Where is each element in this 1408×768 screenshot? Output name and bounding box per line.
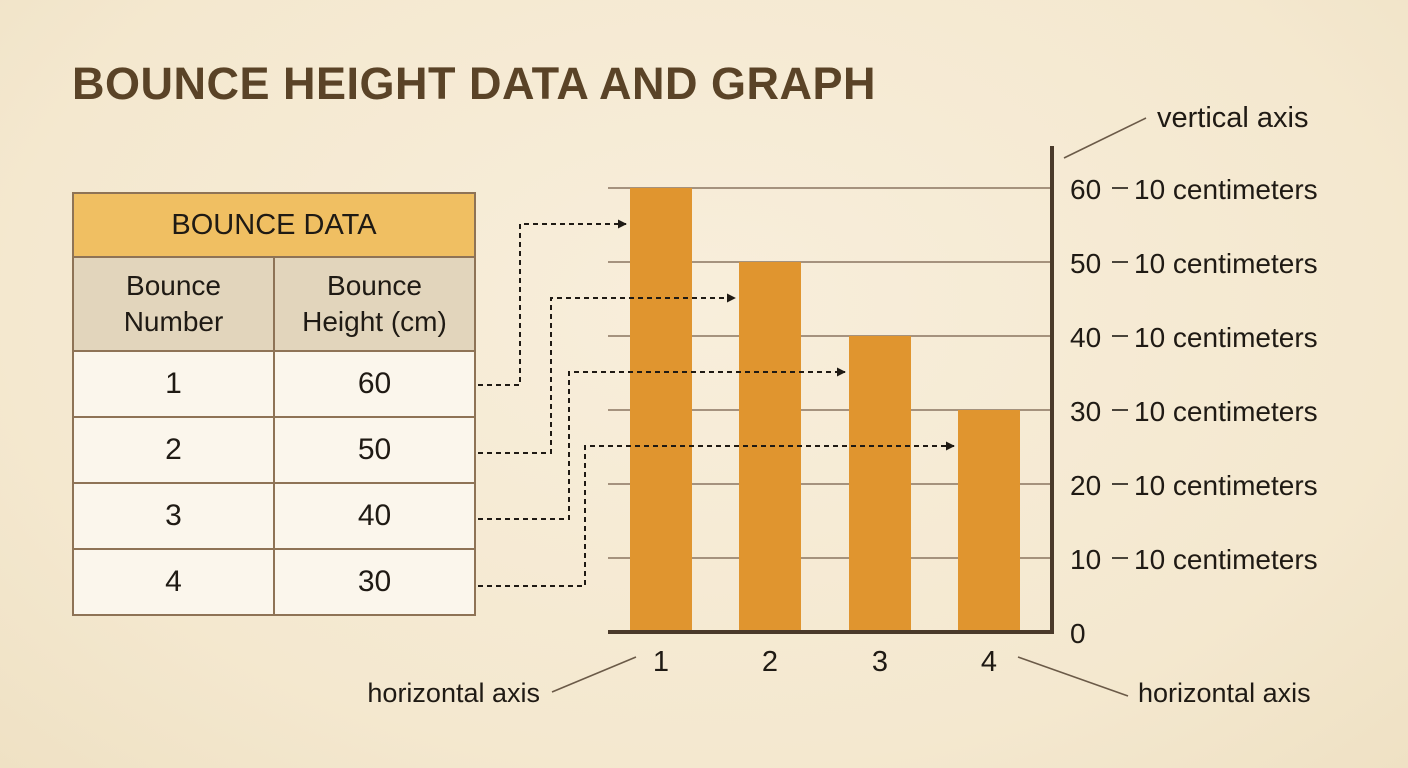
horizontal-axis-leader-right [1017,656,1129,697]
connector-arrow [478,219,627,386]
connector-arrow [478,293,736,454]
y-tick-label: 20 [1070,470,1101,501]
x-tick-label: 3 [872,646,888,678]
bounce-number-cell: 2 [72,416,275,484]
column-header-line: Height (cm) [302,306,447,337]
y-tick-label: 10 [1070,544,1101,575]
column-header-line: Bounce [126,270,221,301]
bounce-height-cell: 40 [273,482,476,550]
table-header-row: Bounce Number Bounce Height (cm) [72,256,476,352]
tick-unit-label: 10 centimeters [1134,396,1318,427]
column-header-bounce-number: Bounce Number [72,256,275,352]
vertical-axis-label: vertical axis [1157,102,1309,134]
bounce-data-table: BOUNCE DATA Bounce Number Bounce Height … [72,192,476,616]
table-row: 4 30 [72,548,476,616]
bar [630,188,692,632]
y-tick-label: 40 [1070,322,1101,353]
bar [958,410,1020,632]
connector-arrows [478,219,955,587]
y-tick-label: 30 [1070,396,1101,427]
tick-unit-label: 10 centimeters [1134,544,1318,575]
table-title-row: BOUNCE DATA [72,192,476,258]
table-row: 1 60 [72,350,476,418]
bars [630,188,1020,632]
axes [608,146,1054,634]
tick-unit-label: 10 centimeters [1134,322,1318,353]
bounce-number-cell: 3 [72,482,275,550]
tick-unit-label: 10 centimeters [1134,470,1318,501]
bounce-height-cell: 60 [273,350,476,418]
bounce-number-cell: 4 [72,548,275,616]
column-header-line: Bounce [327,270,422,301]
tick-unit-label: 10 centimeters [1134,174,1318,205]
x-tick-label: 2 [762,646,778,678]
x-tick-label: 4 [981,646,997,678]
table-title: BOUNCE DATA [72,192,476,258]
vertical-axis-leader [1063,117,1147,159]
table-row: 3 40 [72,482,476,550]
axis-labels: 0 10 10 centimeters 20 10 centimeters 30 10 ce… [367,102,1317,708]
horizontal-axis-label-left: horizontal axis [367,678,540,708]
column-header-line: Number [123,306,224,337]
x-tick-label: 1 [653,646,669,678]
connector-arrow [478,367,846,520]
column-header-bounce-height: Bounce Height (cm) [273,256,476,352]
horizontal-axis-leader-left [551,656,637,693]
bounce-height-cell: 50 [273,416,476,484]
horizontal-axis-label-right: horizontal axis [1138,678,1311,708]
bounce-number-cell: 1 [72,350,275,418]
tick-unit-label: 10 centimeters [1134,248,1318,279]
page-title: BOUNCE HEIGHT DATA AND GRAPH [72,58,876,109]
bounce-height-cell: 30 [273,548,476,616]
bar [849,336,911,632]
y-tick-label: 60 [1070,174,1101,205]
y-tick-label: 50 [1070,248,1101,279]
table-row: 2 50 [72,416,476,484]
y-tick-label: 0 [1070,618,1086,649]
